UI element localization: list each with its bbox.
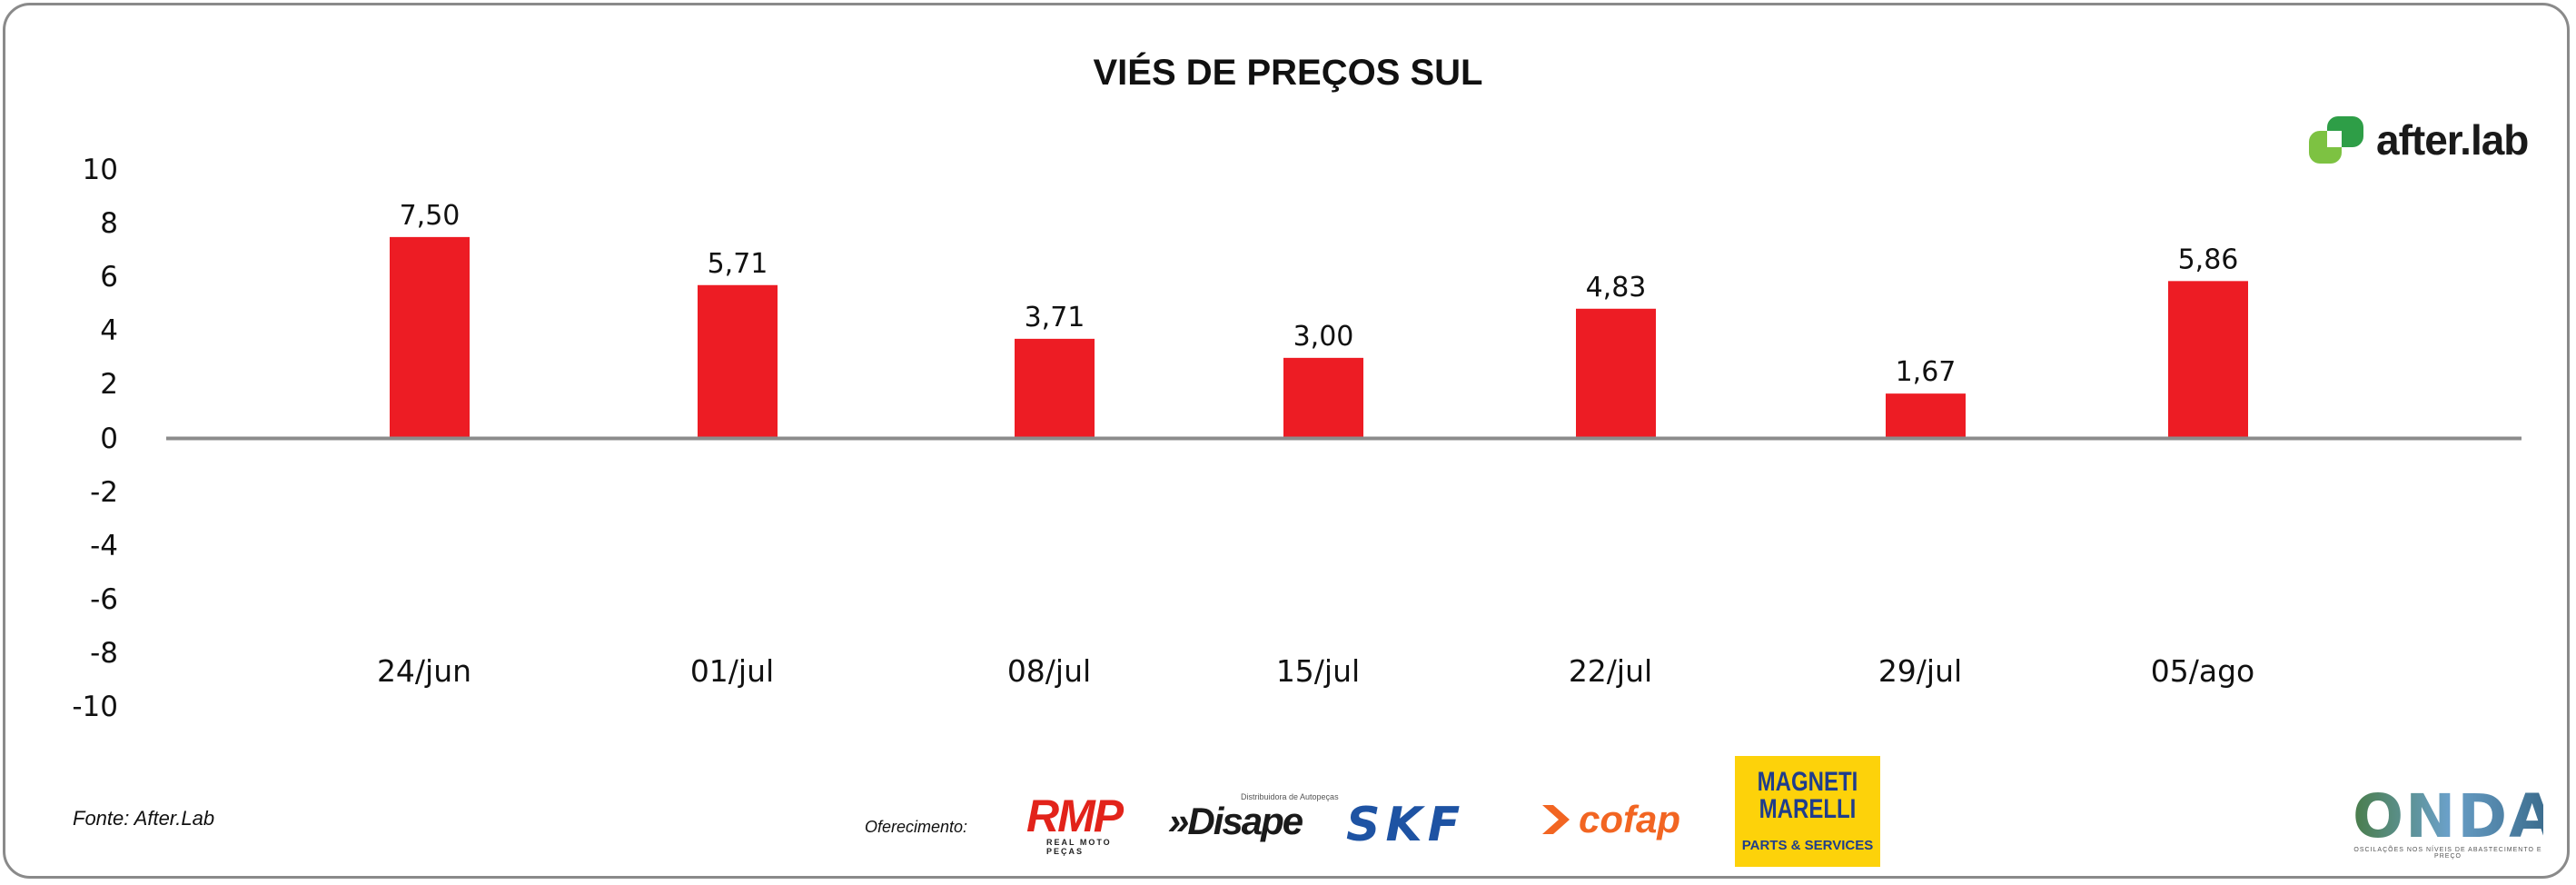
bar xyxy=(1015,338,1095,439)
x-tick-label: 24/jun xyxy=(377,653,471,689)
bar xyxy=(698,284,778,439)
y-tick-label: 4 xyxy=(100,314,118,348)
onda-wordmark: ONDA xyxy=(2353,781,2558,851)
y-tick-label: 10 xyxy=(82,154,118,186)
magneti-marelli-wordmark: MAGNETI MARELLI xyxy=(1757,767,1858,824)
rmp-wordmark: RMP xyxy=(1026,791,1124,841)
onda-tagline: OSCILAÇÕES NOS NÍVEIS DE ABASTECIMENTO E… xyxy=(2353,847,2542,860)
bar xyxy=(1576,308,1656,439)
y-tick-label: -4 xyxy=(90,529,118,562)
disape-logo: Distribuidora de Autopeças »Disape xyxy=(1168,792,1339,841)
bar xyxy=(390,236,470,439)
y-tick-label: 2 xyxy=(100,368,118,402)
chart-card xyxy=(3,3,2570,879)
x-tick-label: 01/jul xyxy=(690,653,774,689)
x-tick-label: 08/jul xyxy=(1007,653,1091,689)
sponsor-label: Oferecimento: xyxy=(865,818,968,836)
data-label: 7,50 xyxy=(400,200,461,232)
cofap-wordmark: cofap xyxy=(1579,798,1681,840)
rmp-logo: RMP REAL MOTO PEÇAS xyxy=(1026,791,1146,856)
x-tick-label: 15/jul xyxy=(1276,653,1360,689)
y-tick-label: 6 xyxy=(100,261,118,294)
bar xyxy=(2168,281,2248,439)
data-label: 1,67 xyxy=(1896,356,1957,388)
magneti-marelli-logo: MAGNETI MARELLI PARTS & SERVICES xyxy=(1735,756,1880,867)
magneti-marelli-subtitle: PARTS & SERVICES xyxy=(1741,838,1874,853)
y-tick-label: -2 xyxy=(90,475,118,509)
chart-title: VIÉS DE PREÇOS SUL xyxy=(1093,53,1483,93)
data-label: 4,83 xyxy=(1586,272,1647,303)
disape-tagline: Distribuidora de Autopeças xyxy=(1241,792,1339,801)
onda-logo: ONDA OSCILAÇÕES NOS NÍVEIS DE ABASTECIME… xyxy=(2353,781,2558,860)
y-tick-label: 0 xyxy=(100,422,118,455)
y-tick-label: -8 xyxy=(90,636,118,670)
data-label: 5,86 xyxy=(2178,244,2239,275)
y-tick-label: -6 xyxy=(90,582,118,616)
bar xyxy=(1886,393,1966,439)
x-tick-label: 29/jul xyxy=(1878,653,1962,689)
disape-wordmark: »Disape xyxy=(1168,800,1303,842)
cofap-mark-icon xyxy=(1542,805,1570,834)
y-tick-label: -10 xyxy=(72,691,118,723)
afterlab-wordmark: after.lab xyxy=(2376,116,2529,164)
rmp-subtitle: REAL MOTO PEÇAS xyxy=(1046,838,1112,856)
data-label: 5,71 xyxy=(708,248,768,280)
x-tick-label: 05/ago xyxy=(2151,653,2254,689)
x-tick-label: 22/jul xyxy=(1569,653,1652,689)
cofap-logo: cofap xyxy=(1535,798,1680,841)
afterlab-logo: after.lab xyxy=(2307,114,2529,165)
afterlab-mark-icon xyxy=(2309,116,2363,164)
bar xyxy=(1283,357,1363,439)
y-tick-label: 8 xyxy=(100,207,118,241)
data-label: 3,00 xyxy=(1293,321,1354,353)
source-note: Fonte: After.Lab xyxy=(73,807,215,830)
skf-logo: SKF xyxy=(1346,798,1466,852)
data-label: 3,71 xyxy=(1025,302,1085,333)
